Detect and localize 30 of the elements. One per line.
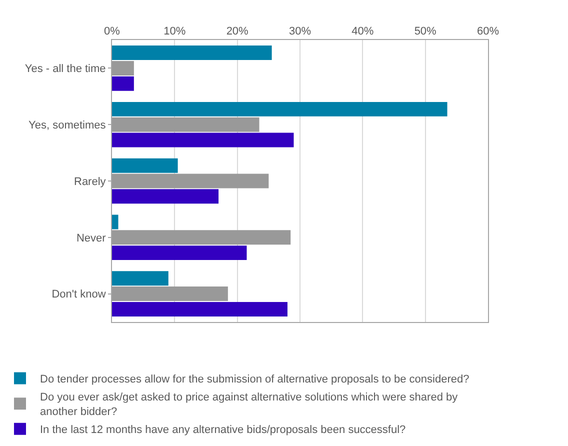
y-tick-label: Yes, sometimes [28, 119, 106, 132]
y-tick-label: Yes - all the time [24, 63, 106, 76]
legend-label: Do you ever ask/get asked to price against alternative solutions which were shared by another bidder? [40, 392, 458, 418]
bar [112, 246, 247, 260]
bar [112, 189, 219, 204]
x-tick-label: 20% [226, 26, 249, 38]
y-tick-label: Rarely [74, 176, 106, 188]
bar [112, 230, 291, 245]
bar [112, 117, 260, 132]
bar [112, 302, 288, 316]
bar [112, 271, 168, 286]
bar [112, 132, 294, 148]
x-tick-label: 0% [104, 26, 120, 38]
legend-label: In the last 12 months have any alternative bids/proposals been successful? [40, 424, 406, 436]
bar [112, 174, 269, 188]
bar [112, 214, 118, 230]
bar [112, 46, 272, 60]
bar [112, 60, 134, 76]
y-tick-label: Don't know [52, 288, 106, 301]
x-tick-label: 10% [164, 26, 186, 38]
y-tick-label: Never [76, 232, 106, 244]
bar [112, 158, 178, 173]
legend-label: Do tender processes allow for the submission of alternative proposals to be considered? [40, 374, 470, 386]
x-tick-label: 60% [476, 26, 500, 38]
x-tick-label: 30% [288, 26, 312, 38]
bar [112, 286, 228, 302]
x-tick-label: 40% [352, 26, 374, 38]
bar [112, 102, 448, 116]
bar [112, 76, 134, 91]
x-tick-label: 50% [414, 26, 437, 38]
